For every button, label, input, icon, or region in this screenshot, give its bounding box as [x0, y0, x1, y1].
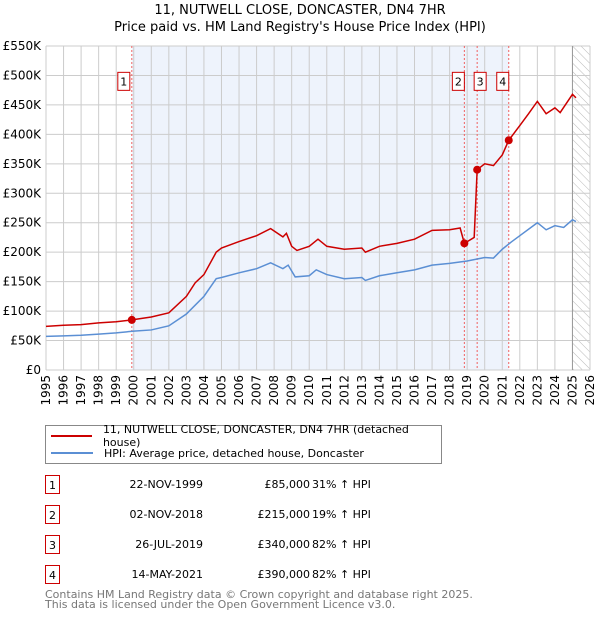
sale-hpi: 82% ↑ HPI	[312, 568, 371, 581]
x-tick-label: 2018	[443, 375, 457, 406]
x-tick-label: 2005	[214, 375, 228, 406]
sale-hpi: 31% ↑ HPI	[312, 478, 371, 491]
x-tick-label: 2010	[302, 375, 316, 406]
future-hatch	[572, 46, 590, 370]
subtitle-line: Price paid vs. HM Land Registry's House …	[114, 20, 486, 35]
sale-point	[504, 136, 513, 145]
y-tick-label: £350K	[3, 157, 43, 171]
legend: 11, NUTWELL CLOSE, DONCASTER, DN4 7HR (d…	[45, 423, 442, 464]
sale-label-box	[451, 71, 465, 91]
sale-label: 1	[120, 75, 127, 88]
x-tick-label: 2001	[144, 375, 158, 406]
y-tick-label: £100K	[3, 304, 43, 318]
x-tick-label: 2013	[355, 375, 369, 406]
y-tick-label: £200K	[3, 245, 43, 259]
x-tick-label: 1997	[74, 375, 88, 406]
sale-point	[460, 239, 469, 248]
sale-number: 4	[45, 565, 60, 584]
sale-number: 1	[45, 475, 60, 494]
sale-date: 22-NOV-1999	[129, 478, 203, 491]
sale-label: 4	[499, 75, 506, 88]
x-tick-label: 2016	[408, 375, 422, 406]
sale-point	[473, 165, 482, 174]
legend-label: HPI: Average price, detached house, Donc…	[104, 446, 364, 460]
shaded-region	[131, 46, 509, 370]
x-tick-label: 1995	[39, 375, 53, 406]
legend-swatch	[51, 452, 93, 454]
legend-label: 11, NUTWELL CLOSE, DONCASTER, DN4 7HR (d…	[102, 423, 409, 449]
legend-item-property: 11, NUTWELL CLOSE, DONCASTER, DN4 7HR (d…	[46, 423, 441, 449]
y-tick-label: £0	[26, 363, 41, 377]
sale-label: 2	[455, 75, 462, 88]
y-tick-label: £550K	[3, 39, 43, 53]
sale-row: 2 02-NOV-2018 £215,000 19% ↑ HPI	[45, 505, 445, 525]
chart-title: 11, NUTWELL CLOSE, DONCASTER, DN4 7HR Pr…	[0, 2, 600, 36]
series-line	[45, 218, 577, 338]
price-chart: 1995 1996 1997 1998 1999 2000 2001 2002 2003 2004…	[3, 39, 597, 406]
x-tick-label: 2009	[285, 375, 299, 406]
x-tick-label: 2007	[250, 375, 264, 406]
x-tick-label: 2006	[232, 375, 246, 406]
sale-point	[127, 315, 136, 324]
x-tick-label: 2012	[337, 375, 351, 406]
y-tick-label: £300K	[3, 186, 43, 200]
x-tick-label: 2020	[478, 375, 492, 406]
x-tick-label: 2017	[425, 375, 439, 406]
x-tick-label: 2011	[320, 375, 334, 406]
sale-hpi: 19% ↑ HPI	[312, 508, 371, 521]
x-tick-label: 2021	[495, 375, 509, 406]
y-tick-label: £50K	[10, 334, 42, 348]
y-tick-label: £450K	[3, 98, 43, 112]
sale-label-box	[473, 71, 487, 91]
sale-row: 1 22-NOV-1999 £85,000 31% ↑ HPI	[45, 475, 445, 495]
x-tick-label: 2022	[513, 375, 527, 406]
sale-hpi: 82% ↑ HPI	[312, 538, 371, 551]
x-tick-label: 2000	[127, 375, 141, 406]
y-tick-label: £500K	[3, 68, 43, 82]
legend-item-hpi: HPI: Average price, detached house, Donc…	[46, 445, 364, 461]
sale-row: 3 26-JUL-2019 £340,000 82% ↑ HPI	[45, 535, 445, 555]
x-tick-label: 2003	[179, 375, 193, 406]
x-tick-label: 2019	[460, 375, 474, 406]
x-tick-label: 2014	[372, 375, 386, 406]
y-tick-label: £150K	[3, 275, 43, 289]
x-tick-label: 2026	[583, 375, 597, 406]
sale-label: 3	[477, 75, 484, 88]
footer-line: This data is licensed under the Open Gov…	[45, 598, 396, 611]
y-tick-label: £250K	[3, 216, 43, 230]
y-tick-label: £400K	[3, 127, 43, 141]
x-tick-label: 2008	[267, 375, 281, 406]
sale-number: 3	[45, 535, 60, 554]
x-tick-label: 2023	[530, 375, 544, 406]
sale-price: £215,000	[257, 508, 311, 521]
legend-swatch	[51, 435, 92, 437]
sale-price: £390,000	[257, 568, 311, 581]
sale-row: 4 14-MAY-2021 £390,000 82% ↑ HPI	[45, 565, 445, 585]
sale-price: £85,000	[264, 478, 311, 491]
x-tick-label: 1999	[109, 375, 123, 406]
sale-label-box	[117, 71, 131, 91]
series-line	[45, 93, 577, 328]
x-tick-label: 2024	[548, 375, 562, 406]
sale-date: 14-MAY-2021	[131, 568, 203, 581]
sale-number: 2	[45, 505, 60, 524]
x-tick-label: 2004	[197, 375, 211, 406]
sale-date: 26-JUL-2019	[135, 538, 203, 551]
x-tick-label: 2025	[565, 375, 579, 406]
title-line: 11, NUTWELL CLOSE, DONCASTER, DN4 7HR	[154, 3, 446, 18]
x-tick-label: 2002	[162, 375, 176, 406]
footer-line: Contains HM Land Registry data © Crown c…	[45, 588, 473, 601]
sale-date: 02-NOV-2018	[129, 508, 203, 521]
footer: Contains HM Land Registry data © Crown c…	[45, 588, 473, 611]
sale-label-box	[496, 71, 510, 91]
sale-price: £340,000	[257, 538, 311, 551]
x-tick-label: 1998	[92, 375, 106, 406]
x-tick-label: 2015	[390, 375, 404, 406]
x-tick-label: 1996	[57, 375, 71, 406]
